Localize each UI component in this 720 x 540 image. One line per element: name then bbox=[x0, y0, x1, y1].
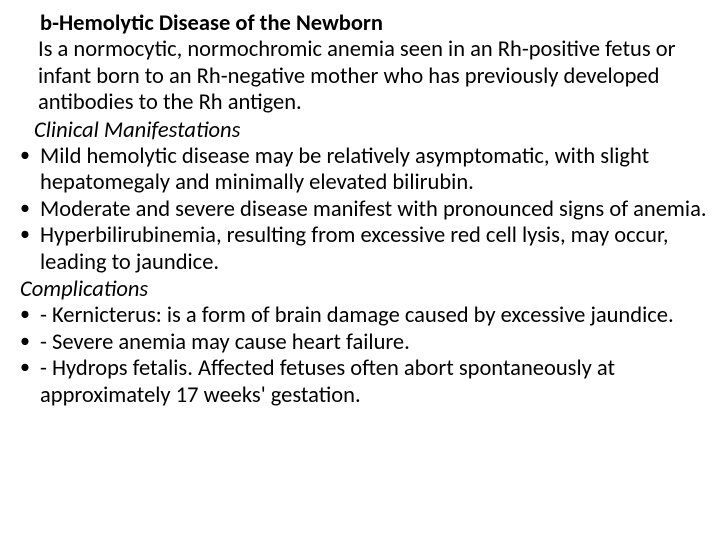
list-item: Moderate and severe disease manifest wit… bbox=[18, 197, 712, 224]
page-title: b-Hemolytic Disease of the Newborn bbox=[18, 10, 712, 37]
list-item: - Hydrops fetalis. Affected fetuses ofte… bbox=[18, 356, 712, 409]
section-heading-complications: Complications bbox=[18, 276, 712, 303]
complications-list: - Kernicterus: is a form of brain damage… bbox=[18, 303, 712, 409]
list-item: Mild hemolytic disease may be relatively… bbox=[18, 144, 712, 197]
list-item: - Kernicterus: is a form of brain damage… bbox=[18, 303, 712, 330]
intro-paragraph: Is a normocytic, normochromic anemia see… bbox=[18, 37, 712, 117]
clinical-list: Mild hemolytic disease may be relatively… bbox=[18, 144, 712, 277]
list-item: Hyperbilirubinemia, resulting from exces… bbox=[18, 223, 712, 276]
list-item: - Severe anemia may cause heart failure. bbox=[18, 330, 712, 357]
section-heading-clinical: Clinical Manifestations bbox=[18, 117, 712, 144]
